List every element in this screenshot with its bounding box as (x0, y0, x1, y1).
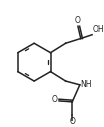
Text: O: O (75, 16, 81, 25)
Text: O: O (69, 116, 75, 125)
Text: OH: OH (93, 25, 104, 34)
Text: O: O (52, 96, 58, 105)
Text: NH: NH (80, 80, 92, 89)
